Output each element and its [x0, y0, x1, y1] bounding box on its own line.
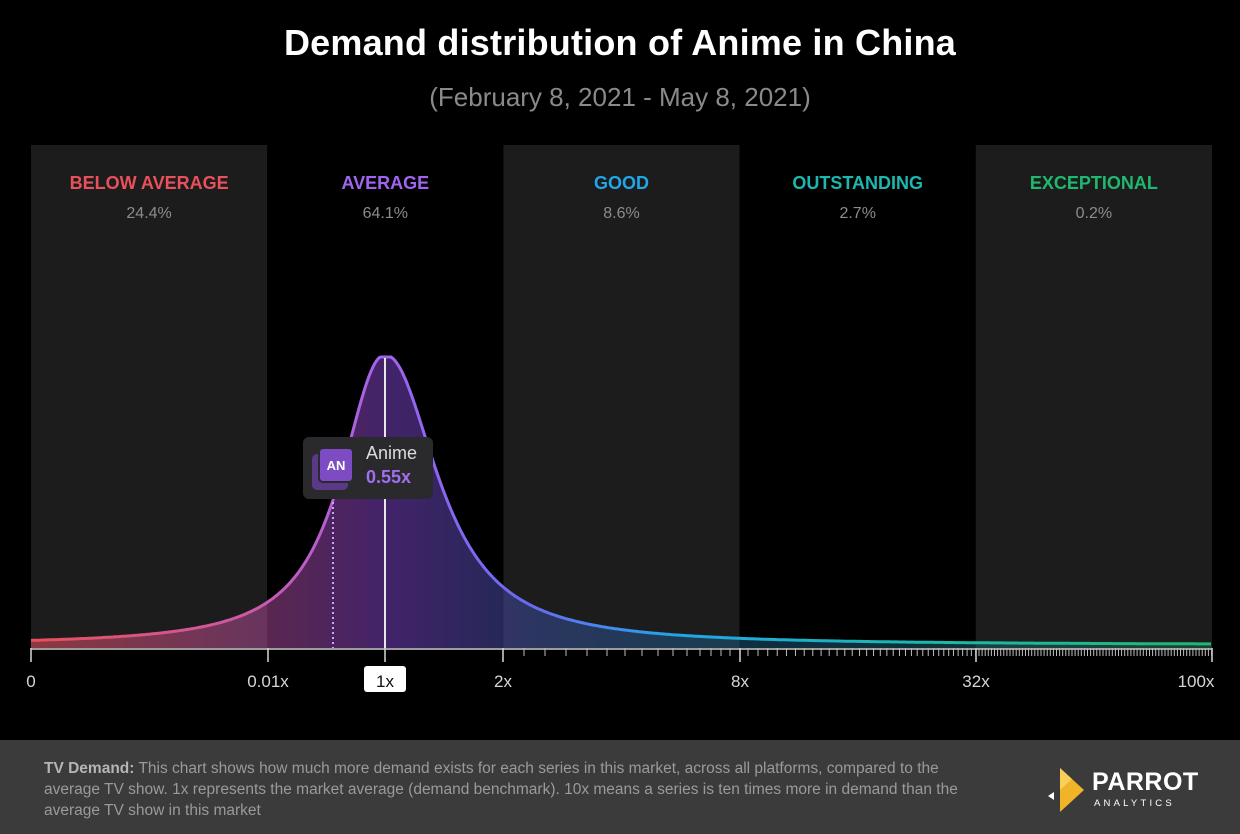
x-tick-label: 100x [1178, 672, 1215, 691]
tooltip-series-name: Anime [366, 443, 418, 463]
anime-badge-icon: AN [318, 447, 354, 483]
band-label: GOOD [594, 173, 649, 193]
x-tick-label: 1x [376, 672, 394, 691]
band-good [503, 145, 740, 648]
parrot-analytics-logo: PARROT ANALYTICS [1040, 764, 1210, 812]
x-axis-minor-ticks [30, 648, 1213, 662]
benchmark-label-box [364, 666, 406, 692]
logo-wordmark: PARROT [1092, 768, 1199, 796]
band-outstanding [739, 145, 976, 648]
footer-body: This chart shows how much more demand ex… [44, 760, 958, 819]
chart-title: Demand distribution of Anime in China [283, 22, 957, 63]
band-below-average [31, 145, 268, 648]
parrot-logo-icon [1048, 768, 1084, 812]
anime-tooltip: AN Anime 0.55x [303, 437, 433, 499]
demand-distribution-chart: BELOW AVERAGE 24.4% AVERAGE 64.1% GOOD 8.6% OU… [26, 145, 1215, 692]
logo-subtext: ANALYTICS [1094, 798, 1175, 809]
tooltip-series-value: 0.55x [366, 467, 412, 487]
x-tick-label: 0.01x [247, 672, 289, 691]
distribution-curve [30, 355, 1211, 646]
band-label: BELOW AVERAGE [70, 173, 229, 193]
x-tick-label: 32x [962, 672, 990, 691]
footer: TV Demand: This chart shows how much mor… [0, 740, 1240, 834]
band-percentage: 2.7% [839, 205, 875, 222]
band-percentage: 0.2% [1076, 205, 1112, 222]
x-tick-label: 0 [26, 672, 35, 691]
band-label: AVERAGE [341, 173, 429, 193]
x-tick-label: 8x [731, 672, 749, 691]
x-tick-label: 2x [494, 672, 512, 691]
band-exceptional [975, 145, 1212, 648]
footer-description: TV Demand: This chart shows how much mor… [44, 758, 984, 821]
band-percentage: 8.6% [603, 205, 639, 222]
band-percentage: 24.4% [126, 205, 171, 222]
band-percentage: 64.1% [363, 205, 408, 222]
chart-subtitle: (February 8, 2021 - May 8, 2021) [429, 82, 811, 112]
band-label: OUTSTANDING [792, 173, 923, 193]
band-label: EXCEPTIONAL [1030, 173, 1158, 193]
distribution-area [31, 357, 1212, 648]
footer-label: TV Demand: [44, 760, 135, 777]
